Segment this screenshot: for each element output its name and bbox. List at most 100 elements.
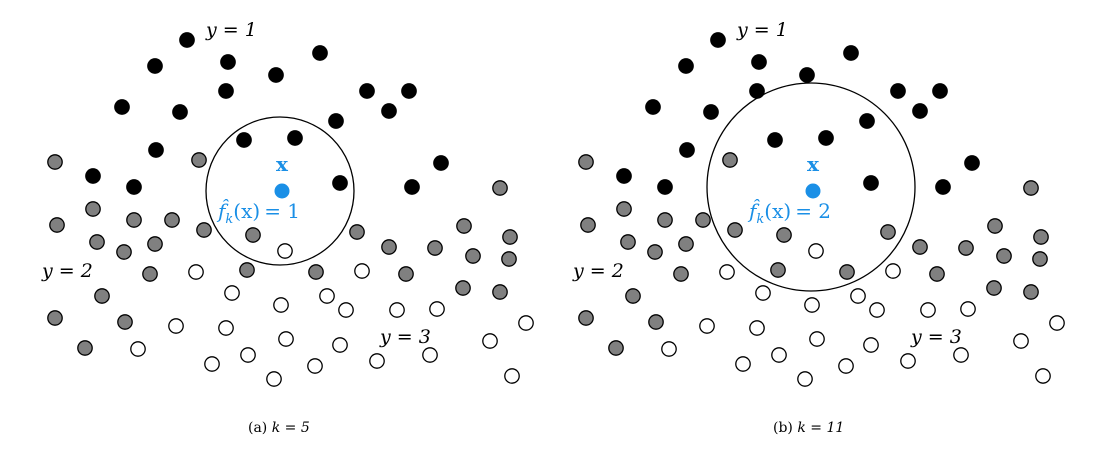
data-point-class2-b bbox=[648, 314, 664, 330]
data-point-class3-a bbox=[218, 320, 234, 336]
data-point-class2-b bbox=[657, 212, 673, 228]
data-point-class1-b bbox=[751, 54, 767, 70]
data-point-class3-a bbox=[277, 243, 293, 259]
data-point-class2-b bbox=[580, 217, 596, 233]
data-point-class2-b bbox=[1033, 229, 1049, 245]
prediction-sub-a: k bbox=[225, 212, 233, 227]
data-point-class3-b bbox=[838, 358, 854, 374]
data-point-class2-b bbox=[880, 224, 896, 240]
data-point-class2-b bbox=[776, 227, 792, 243]
data-point-class3-b bbox=[885, 263, 901, 279]
data-point-class3-b bbox=[804, 297, 820, 313]
data-point-class1-a bbox=[179, 32, 195, 48]
data-point-class3-b bbox=[749, 320, 765, 336]
data-point-class3-b bbox=[735, 356, 751, 372]
data-point-class3-a bbox=[482, 333, 498, 349]
data-point-class2-b bbox=[770, 262, 786, 278]
data-point-class3-b bbox=[863, 337, 879, 353]
data-point-class2-b bbox=[647, 244, 663, 260]
data-point-class3-a bbox=[188, 264, 204, 280]
data-point-class1-a bbox=[404, 179, 420, 195]
data-point-class1-b bbox=[657, 179, 673, 195]
data-point-class2-b bbox=[839, 264, 855, 280]
data-point-class2-a bbox=[47, 310, 63, 326]
data-point-class1-b bbox=[964, 155, 980, 171]
data-point-class2-a bbox=[308, 264, 324, 280]
prediction-arg-a: (x) bbox=[233, 199, 260, 223]
data-point-class3-b bbox=[699, 318, 715, 334]
data-point-class2-a bbox=[126, 212, 142, 228]
data-point-class2-a bbox=[239, 262, 255, 278]
data-point-class1-b bbox=[767, 132, 783, 148]
data-point-class1-a bbox=[85, 168, 101, 184]
caption-prefix-b: (b) bbox=[773, 420, 797, 436]
data-point-class1-b bbox=[863, 175, 879, 191]
data-point-class1-b bbox=[859, 113, 875, 129]
data-point-class1-b bbox=[799, 67, 815, 83]
class-label-y1-b: y = 1 bbox=[736, 19, 788, 41]
class-label-y3-b: y = 3 bbox=[910, 326, 962, 348]
neighborhood-circle-a bbox=[205, 116, 355, 266]
data-point-class2-a bbox=[456, 218, 472, 234]
data-point-class2-a bbox=[116, 244, 132, 260]
data-point-class1-b bbox=[912, 103, 928, 119]
data-point-class2-a bbox=[85, 201, 101, 217]
query-label-b: x bbox=[807, 152, 820, 176]
data-point-class2-b bbox=[987, 218, 1003, 234]
prediction-label-a: f̂k(x) = 1 bbox=[216, 199, 300, 227]
points-panel-b bbox=[578, 32, 1065, 387]
data-point-class1-b bbox=[703, 104, 719, 120]
caption-prefix-a: (a) bbox=[248, 420, 272, 436]
data-point-class2-a bbox=[94, 288, 110, 304]
data-point-class3-b bbox=[719, 264, 735, 280]
data-point-class2-b bbox=[1023, 284, 1039, 300]
class-label-y1-a: y = 1 bbox=[205, 19, 257, 41]
data-point-class3-b bbox=[850, 288, 866, 304]
data-point-class3-b bbox=[869, 302, 885, 318]
class-label-y2-b: y = 2 bbox=[572, 260, 624, 282]
data-point-class1-a bbox=[332, 175, 348, 191]
data-point-class2-b bbox=[625, 288, 641, 304]
data-point-class1-a bbox=[114, 99, 130, 115]
points-panel-a bbox=[47, 32, 534, 387]
data-point-class2-a bbox=[398, 266, 414, 282]
data-point-class1-a bbox=[126, 179, 142, 195]
data-point-class2-a bbox=[164, 212, 180, 228]
data-point-class2-b bbox=[578, 310, 594, 326]
data-point-class2-b bbox=[1032, 251, 1048, 267]
data-point-class1-b bbox=[678, 58, 694, 74]
data-point-class2-b bbox=[929, 266, 945, 282]
data-point-class3-a bbox=[319, 288, 335, 304]
data-point-class3-a bbox=[389, 302, 405, 318]
data-point-class1-b bbox=[679, 142, 695, 158]
data-point-class2-b bbox=[912, 239, 928, 255]
data-point-class3-a bbox=[266, 371, 282, 387]
caption-b: (b) k = 11 bbox=[773, 420, 844, 436]
data-point-class1-a bbox=[433, 155, 449, 171]
data-point-class2-a bbox=[465, 248, 481, 264]
data-point-class2-b bbox=[1023, 180, 1039, 196]
data-point-class1-a bbox=[401, 83, 417, 99]
data-point-class1-a bbox=[268, 67, 284, 83]
data-point-class3-a bbox=[338, 302, 354, 318]
data-point-class2-a bbox=[49, 217, 65, 233]
data-point-class3-b bbox=[900, 353, 916, 369]
data-point-class3-b bbox=[1049, 315, 1065, 331]
prediction-value-b: = 2 bbox=[795, 199, 831, 223]
prediction-value-a: = 1 bbox=[264, 199, 300, 223]
data-point-class3-a bbox=[273, 297, 289, 313]
data-point-class1-a bbox=[236, 132, 252, 148]
data-point-class2-a bbox=[47, 154, 63, 170]
data-point-class3-b bbox=[661, 341, 677, 357]
data-point-class2-a bbox=[77, 340, 93, 356]
data-point-class1-a bbox=[147, 58, 163, 74]
data-point-class1-b bbox=[843, 45, 859, 61]
data-point-class3-a bbox=[224, 285, 240, 301]
panel-a: x f̂k(x) = 1 y = 1 y = 2 y = 3 (a) k = 5 bbox=[41, 19, 534, 436]
data-point-class2-a bbox=[142, 266, 158, 282]
data-point-class3-a bbox=[130, 341, 146, 357]
data-point-class3-a bbox=[369, 353, 385, 369]
data-point-class2-b bbox=[620, 234, 636, 250]
caption-k-b: k = 11 bbox=[797, 420, 844, 436]
prediction-label-b: f̂k(x) = 2 bbox=[747, 199, 831, 227]
